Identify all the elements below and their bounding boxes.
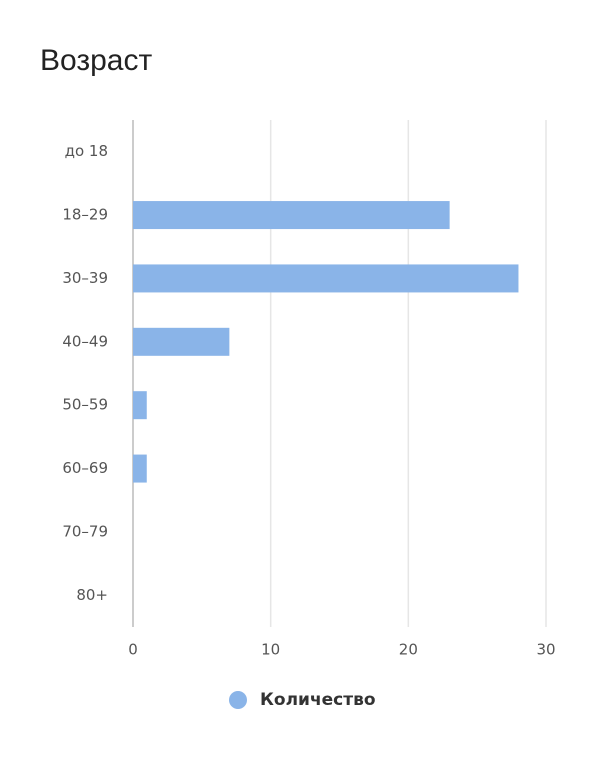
x-tick-label: 20: [399, 641, 418, 659]
y-tick-label: 30–39: [62, 269, 108, 287]
y-tick-label: 50–59: [62, 396, 108, 414]
bar: [133, 264, 519, 293]
bar: [133, 391, 147, 420]
x-tick-label: 30: [536, 641, 555, 659]
legend-text: Количество: [260, 690, 376, 710]
bar: [133, 201, 450, 230]
y-tick-label: до 18: [65, 142, 108, 160]
chart-title: Возраст: [40, 44, 152, 77]
y-tick-label: 60–69: [62, 459, 108, 477]
bar: [133, 327, 230, 356]
y-tick-label: 18–29: [62, 206, 108, 224]
y-tick-label: 70–79: [62, 522, 108, 540]
y-tick-label: 80+: [76, 586, 108, 604]
y-tick-label: 40–49: [62, 332, 108, 350]
x-tick-label: 10: [261, 641, 280, 659]
bar: [133, 454, 147, 483]
legend-marker: [229, 691, 247, 709]
x-tick-label: 0: [128, 641, 138, 659]
